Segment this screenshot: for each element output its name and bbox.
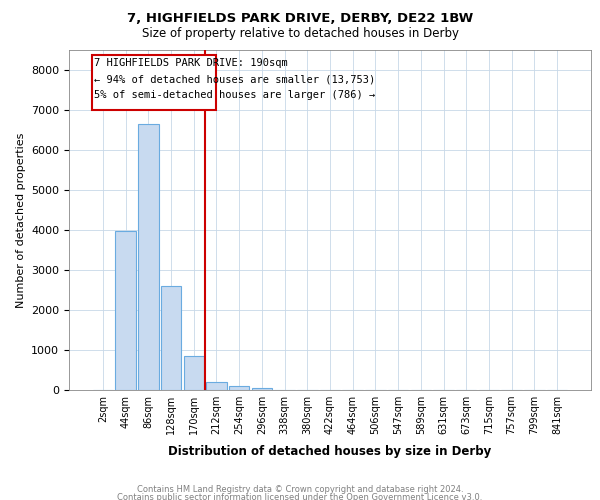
FancyBboxPatch shape (92, 55, 217, 110)
Bar (251, 388, 272, 390)
Text: Size of property relative to detached houses in Derby: Size of property relative to detached ho… (142, 28, 458, 40)
Text: 7 HIGHFIELDS PARK DRIVE: 190sqm: 7 HIGHFIELDS PARK DRIVE: 190sqm (94, 58, 287, 68)
X-axis label: Distribution of detached houses by size in Derby: Distribution of detached houses by size … (169, 446, 491, 458)
Bar (115, 231, 136, 390)
Text: Contains HM Land Registry data © Crown copyright and database right 2024.: Contains HM Land Registry data © Crown c… (137, 485, 463, 494)
Text: ← 94% of detached houses are smaller (13,753): ← 94% of detached houses are smaller (13… (94, 74, 375, 84)
Text: 5% of semi-detached houses are larger (786) →: 5% of semi-detached houses are larger (7… (94, 90, 375, 100)
Text: 7, HIGHFIELDS PARK DRIVE, DERBY, DE22 1BW: 7, HIGHFIELDS PARK DRIVE, DERBY, DE22 1B… (127, 12, 473, 26)
Bar (161, 286, 181, 390)
Bar (206, 382, 227, 390)
Bar (184, 356, 204, 390)
Text: Contains public sector information licensed under the Open Government Licence v3: Contains public sector information licen… (118, 494, 482, 500)
Bar (229, 386, 250, 390)
Y-axis label: Number of detached properties: Number of detached properties (16, 132, 26, 308)
Bar (138, 124, 158, 390)
